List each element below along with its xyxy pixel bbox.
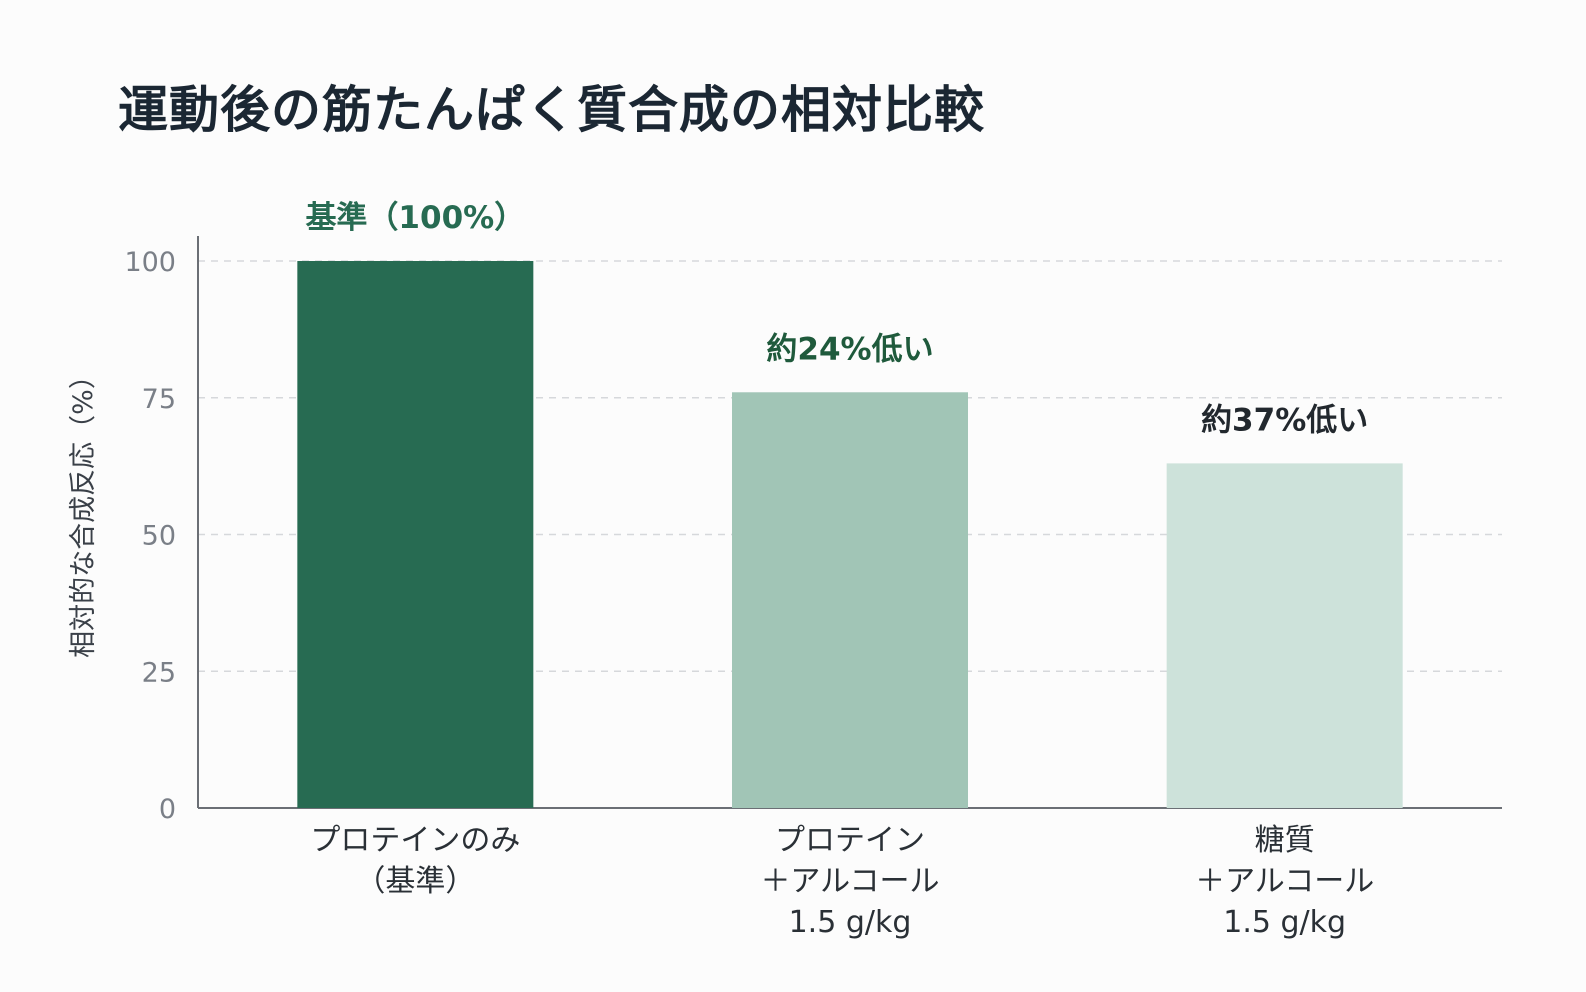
x-tick-label: プロテイン xyxy=(775,823,925,858)
x-tick-label: ＋アルコール xyxy=(1195,864,1374,899)
bar xyxy=(297,261,534,808)
x-tick-label: ＋アルコール xyxy=(760,864,939,899)
y-tick-label: 25 xyxy=(142,657,176,688)
bar xyxy=(1166,463,1403,808)
y-tick-label: 75 xyxy=(142,384,176,415)
x-tick-label: 糖質 xyxy=(1255,823,1315,858)
x-tick-label: 1.5 g/kg xyxy=(789,905,912,940)
y-tick-label: 50 xyxy=(142,521,176,552)
x-tick-label: （基準） xyxy=(355,864,475,899)
data-label: 約37%低い xyxy=(1201,402,1368,438)
bar xyxy=(732,392,968,808)
x-tick-label: 1.5 g/kg xyxy=(1223,905,1346,940)
data-label: 基準（100%） xyxy=(305,200,525,236)
y-axis-label: 相対的な合成反応（%） xyxy=(68,362,99,658)
y-tick-label: 0 xyxy=(159,794,176,825)
chart-title: 運動後の筋たんぱく質合成の相対比較 xyxy=(118,81,985,139)
x-tick-label: プロテインのみ xyxy=(310,823,520,858)
data-label: 約24%低い xyxy=(766,331,933,367)
y-tick-label: 100 xyxy=(124,247,176,278)
